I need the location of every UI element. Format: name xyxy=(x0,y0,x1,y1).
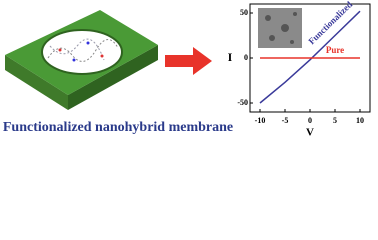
x-tick-label: -5 xyxy=(282,116,289,125)
caption: Functionalized nanohybrid membrane xyxy=(3,120,233,135)
y-tick-label: 0 xyxy=(244,53,248,62)
x-tick-label: 10 xyxy=(356,116,364,125)
x-axis-label: V xyxy=(306,127,314,139)
membrane-illustration xyxy=(5,10,158,110)
y-tick-label: 50 xyxy=(240,8,248,17)
y-tick-label: -50 xyxy=(237,98,248,107)
series-label: Pure xyxy=(326,45,344,55)
y-axis-label: I xyxy=(228,50,233,64)
arrow xyxy=(165,47,212,75)
x-tick-label: 5 xyxy=(333,116,337,125)
x-tick-label: -10 xyxy=(255,116,266,125)
chart xyxy=(258,8,302,48)
series-line xyxy=(259,10,361,104)
x-tick-label: 0 xyxy=(308,116,312,125)
figure: Functionalized nanohybrid membrane -10 -5… xyxy=(3,0,371,139)
